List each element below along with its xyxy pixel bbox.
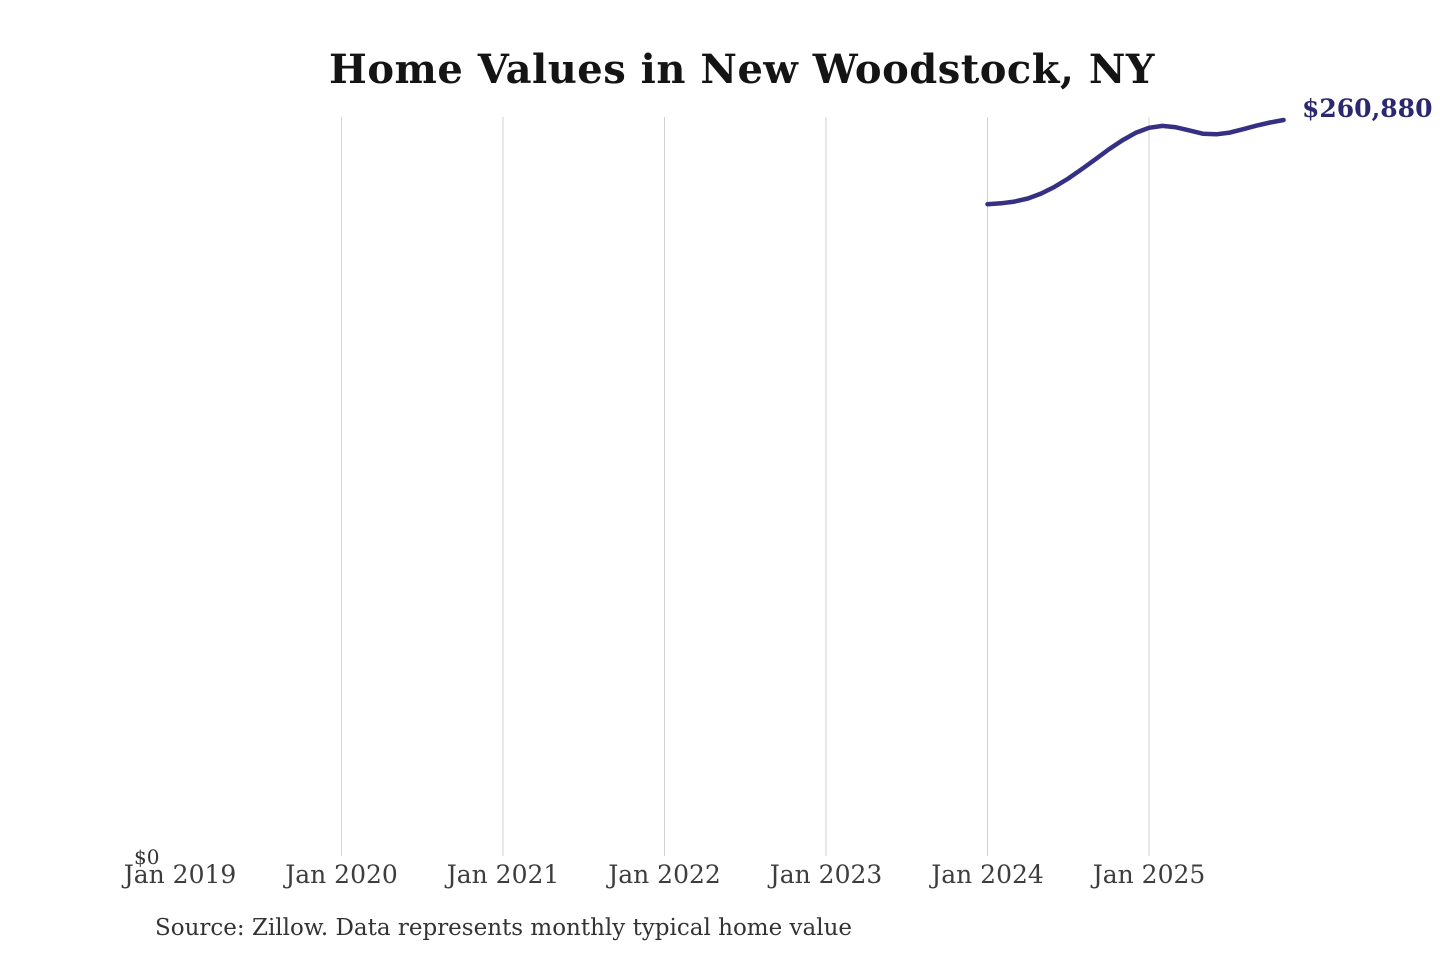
year-gridlines [341,117,1150,856]
latest-value-label: $260,880 [1302,94,1433,123]
home-value-line [985,117,1286,207]
chart-title: Home Values in New Woodstock, NY [329,46,1155,93]
source-note: Source: Zillow. Data represents monthly … [155,915,853,941]
y-axis-zero-label: $0 [134,845,160,869]
